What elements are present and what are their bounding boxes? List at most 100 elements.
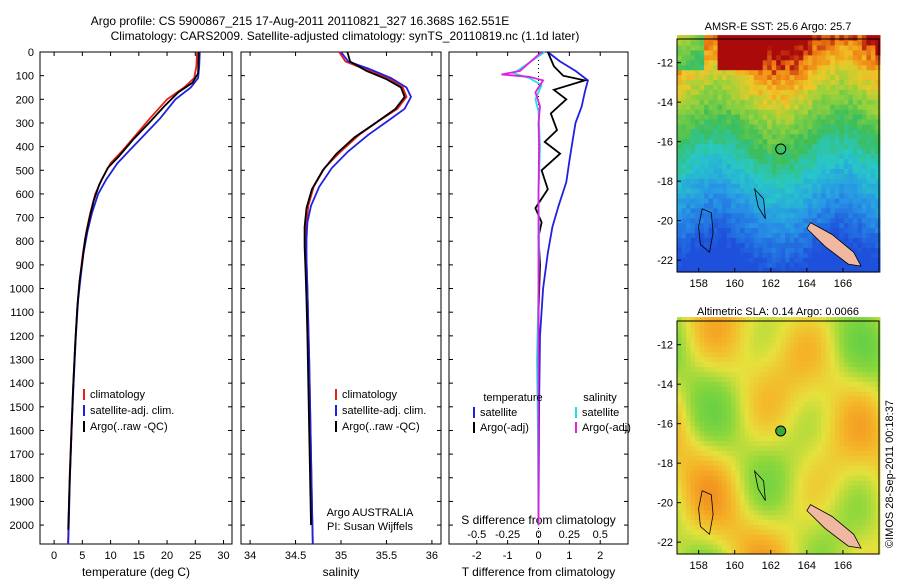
map-cell (803, 183, 809, 189)
map-cell (681, 326, 687, 333)
map-cell (798, 322, 804, 328)
map-y-tick-label: -12 (657, 340, 673, 352)
map-cell (812, 322, 818, 328)
map-cell (821, 207, 827, 214)
map-cell (686, 207, 692, 214)
map-cell (699, 193, 705, 199)
map-cell (722, 386, 728, 392)
map-cell (794, 366, 800, 372)
map-cell (821, 489, 827, 496)
map-cell (735, 371, 741, 377)
map-cell (735, 322, 741, 328)
map-cell (848, 435, 854, 441)
map-cell (843, 114, 849, 120)
map-cell (825, 336, 831, 343)
map-cell (708, 40, 714, 46)
map-cell (753, 450, 759, 456)
map-cell (717, 519, 723, 525)
map-cell (699, 475, 705, 481)
map-cell (695, 35, 701, 41)
map-cell (816, 435, 822, 441)
map-cell (771, 435, 777, 441)
map-cell (713, 401, 719, 407)
map-cell (753, 529, 759, 535)
map-cell (870, 519, 876, 525)
map-cell (798, 247, 804, 253)
map-cell (686, 84, 692, 90)
map-cell (785, 109, 791, 115)
map-cell (789, 119, 795, 125)
map-cell (861, 405, 867, 412)
map-cell (852, 222, 858, 229)
map-cell (699, 524, 705, 530)
map-cell (807, 489, 813, 496)
map-cell (722, 89, 728, 95)
map-cell (825, 460, 831, 466)
map-cell (690, 173, 696, 179)
map-cell (753, 484, 759, 491)
map-cell (861, 460, 867, 466)
map-cell (834, 435, 840, 441)
map-cell (821, 252, 827, 258)
map-cell (821, 361, 827, 367)
map-cell (762, 317, 768, 323)
map-cell (708, 257, 714, 263)
map-cell (722, 64, 728, 71)
map-cell (753, 143, 759, 150)
map-cell (776, 158, 782, 164)
map-cell (839, 445, 845, 451)
map-cell (681, 346, 687, 353)
map-cell (708, 59, 714, 66)
map-cell (690, 331, 696, 338)
map-cell (735, 227, 741, 234)
map-cell (726, 534, 732, 540)
map-cell (762, 544, 768, 550)
map-cell (758, 361, 764, 367)
map-cell (875, 341, 881, 348)
series-line (305, 51, 413, 545)
map-cell (830, 89, 836, 95)
map-cell (744, 440, 750, 446)
map-cell (677, 123, 683, 130)
map-cell (767, 104, 773, 110)
map-cell (776, 391, 782, 397)
map-cell (816, 544, 822, 550)
x-tick-label: 34.5 (285, 550, 306, 562)
map-cell (735, 366, 741, 372)
map-cell (749, 494, 755, 501)
map-cell (861, 391, 867, 397)
legend-entry: climatology (342, 389, 398, 401)
map-cell (722, 252, 728, 258)
map-cell (762, 237, 768, 243)
map-cell (821, 217, 827, 224)
map-cell (848, 232, 854, 238)
map-cell (690, 529, 696, 535)
map-cell (821, 153, 827, 159)
map-cell (726, 79, 732, 85)
map-cell (861, 207, 867, 214)
map-cell (807, 326, 813, 333)
map-cell (753, 405, 759, 412)
legend-entry: satellite (582, 407, 619, 419)
map-cell (726, 341, 732, 348)
map-cell (758, 202, 764, 209)
map-cell (794, 430, 800, 437)
map-cell (744, 336, 750, 343)
map-cell (807, 84, 813, 90)
map-cell (785, 94, 791, 100)
map-cell (681, 544, 687, 550)
map-cell (771, 163, 777, 169)
map-cell (821, 163, 827, 169)
map-cell (686, 252, 692, 258)
map-cell (852, 514, 858, 520)
map-cell (830, 455, 836, 461)
map-cell (744, 396, 750, 402)
map-cell (839, 232, 845, 238)
map-cell (866, 59, 872, 66)
map-cell (677, 69, 683, 76)
map-cell (843, 356, 849, 362)
map-cell (785, 331, 791, 338)
map-cell (830, 54, 836, 61)
map-cell (798, 396, 804, 402)
map-cell (870, 460, 876, 466)
